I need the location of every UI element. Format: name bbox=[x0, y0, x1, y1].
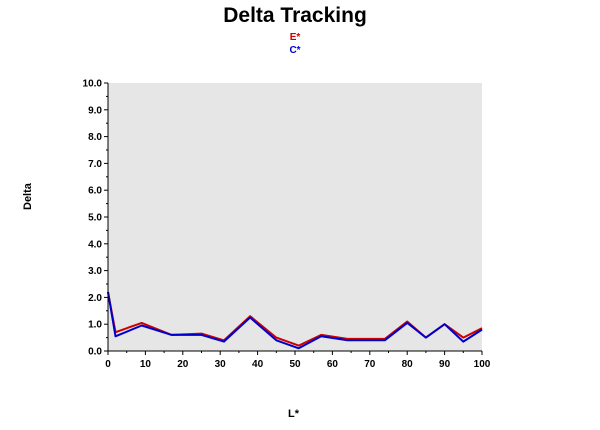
y-tick-label: 0.0 bbox=[88, 347, 102, 358]
x-tick-label: 60 bbox=[327, 359, 339, 370]
y-tick-label: 2.0 bbox=[88, 293, 102, 304]
series-layer bbox=[107, 291, 483, 350]
x-tick-label: 0 bbox=[105, 359, 111, 370]
x-tick-label: 50 bbox=[289, 359, 301, 370]
y-tick-label: 1.0 bbox=[88, 320, 102, 331]
y-tick-label: 4.0 bbox=[88, 239, 102, 250]
legend-entry-c: C* bbox=[289, 45, 301, 56]
chart-title: Delta Tracking bbox=[223, 4, 367, 27]
x-tick-label: 40 bbox=[252, 359, 264, 370]
x-tick-label: 30 bbox=[215, 359, 227, 370]
x-tick-label: 10 bbox=[140, 359, 152, 370]
y-tick-label: 5.0 bbox=[88, 213, 102, 224]
axis-ticks: 0.0 1.0 2.0 3.0 4.0 5.0 6.0 7.0 8.0 9.0 10.0 0 10 20 3… bbox=[83, 79, 491, 371]
y-tick-label: 6.0 bbox=[88, 186, 102, 197]
x-tick-label: 80 bbox=[402, 359, 414, 370]
x-axis-label: L* bbox=[288, 408, 299, 420]
y-tick-label: 9.0 bbox=[88, 105, 102, 116]
x-tick-label: 100 bbox=[474, 359, 491, 370]
y-tick-label: 10.0 bbox=[83, 79, 103, 90]
legend-entry-e: E* bbox=[289, 32, 301, 43]
y-tick-label: 3.0 bbox=[88, 266, 102, 277]
y-tick-label: 7.0 bbox=[88, 159, 102, 170]
plot-background bbox=[108, 83, 482, 351]
x-tick-label: 70 bbox=[364, 359, 376, 370]
y-tick-label: 8.0 bbox=[88, 132, 102, 143]
x-tick-label: 90 bbox=[439, 359, 451, 370]
series-line-c bbox=[107, 291, 483, 350]
x-tick-label: 20 bbox=[177, 359, 189, 370]
